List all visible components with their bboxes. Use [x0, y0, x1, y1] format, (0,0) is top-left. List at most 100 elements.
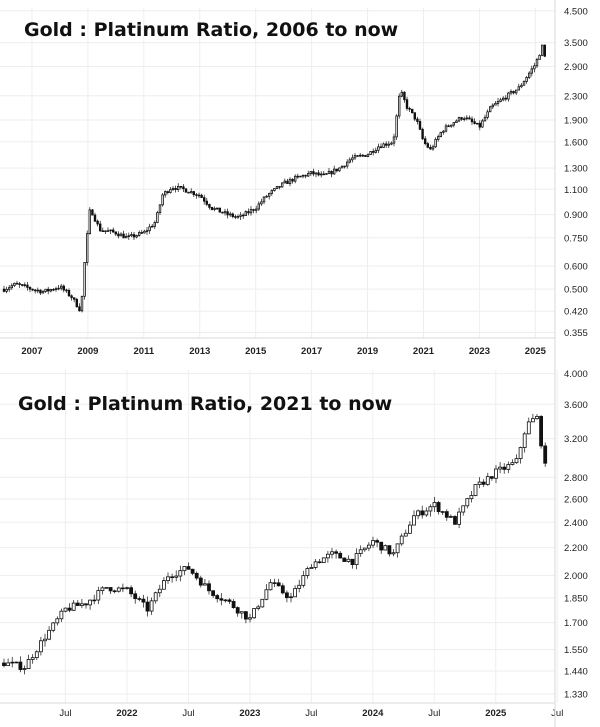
candle-body: [116, 587, 121, 592]
candle-body: [39, 640, 43, 653]
candle-body: [535, 58, 539, 67]
candle-body: [184, 188, 188, 193]
candle-body: [514, 458, 519, 464]
candle-body: [457, 117, 461, 122]
candle-body: [391, 552, 396, 555]
candle-body: [43, 638, 47, 642]
candle-body: [304, 174, 307, 177]
candle-body: [244, 211, 248, 216]
candle-body: [543, 445, 548, 464]
candle-body: [215, 207, 219, 210]
candle-body: [231, 213, 235, 217]
candle-body: [353, 155, 357, 159]
candle-body: [202, 583, 207, 586]
candle-body: [442, 130, 445, 133]
candle-body: [192, 191, 196, 196]
candle-body: [187, 191, 190, 194]
candle-body: [145, 601, 150, 612]
candle-body: [322, 173, 326, 176]
candle-body: [262, 196, 266, 203]
candle-body: [275, 186, 279, 189]
y-tick-label: 4.500: [564, 6, 588, 17]
x-tick-label: 2007: [21, 346, 42, 357]
candle-body: [150, 225, 154, 228]
candle-body: [171, 187, 175, 190]
candle-body: [2, 288, 6, 292]
candle-body: [351, 157, 354, 161]
candle-body: [93, 214, 97, 222]
candle-body: [91, 209, 94, 216]
candle-body: [483, 116, 487, 122]
y-tick-label: 2.000: [564, 571, 588, 582]
candle-body: [543, 44, 547, 57]
candle-body: [297, 584, 302, 589]
candle-body: [416, 510, 421, 517]
candle-body: [18, 283, 21, 285]
candle-body: [312, 171, 315, 175]
candle-body: [291, 178, 294, 182]
candle-body: [195, 194, 198, 196]
x-tick-label: 2011: [134, 346, 155, 357]
x-tick-label: 2024: [362, 708, 384, 719]
candle-body: [346, 558, 351, 562]
candle-body: [362, 547, 367, 551]
candle-body: [342, 557, 347, 562]
candle-body: [486, 111, 489, 118]
candle-body: [327, 170, 331, 175]
candle-body: [428, 506, 433, 512]
candle-body: [65, 289, 68, 292]
candle-body: [221, 211, 224, 214]
candle-body: [475, 122, 479, 125]
candle-body: [338, 167, 341, 172]
candle-body: [227, 599, 232, 602]
candle-body: [166, 191, 170, 193]
candle-body: [194, 572, 199, 579]
candle-body: [387, 545, 392, 555]
candle-body: [241, 214, 245, 217]
candle-body: [338, 552, 343, 559]
y-tick-label: 0.500: [564, 285, 588, 296]
candle-body: [59, 610, 64, 620]
candle-body: [252, 209, 255, 211]
candle-body: [403, 532, 408, 537]
candle-body: [170, 576, 175, 579]
candle-body: [449, 124, 453, 127]
candle-body: [108, 587, 113, 592]
candle-body: [525, 77, 528, 82]
candle-body: [418, 121, 422, 130]
candle-body: [278, 186, 281, 188]
candle-body: [317, 172, 320, 176]
candle-body: [382, 143, 385, 148]
candle-body: [533, 65, 536, 70]
candle-body: [515, 89, 518, 94]
candle-body: [26, 284, 29, 288]
candle-body: [420, 510, 425, 516]
candle-body: [436, 136, 440, 140]
candle-body: [371, 151, 375, 153]
y-tick-label: 2.300: [564, 91, 588, 102]
candle-body: [539, 416, 543, 447]
candle-body: [28, 287, 32, 290]
candle-body: [44, 288, 47, 292]
x-tick-label: 2022: [116, 708, 137, 719]
candle-body: [200, 194, 203, 199]
candle-body: [13, 282, 16, 287]
candle-body: [432, 502, 437, 508]
chart-title: Gold : Platinum Ratio, 2006 to now: [24, 19, 398, 41]
candle-body: [57, 287, 60, 290]
candle-body: [99, 223, 102, 232]
candle-body: [67, 290, 71, 297]
candle-body: [119, 233, 123, 237]
candle-body: [22, 668, 27, 670]
y-tick-label: 1.300: [564, 164, 588, 175]
candle-body: [358, 154, 362, 157]
candle-body: [112, 590, 117, 593]
candle-body: [252, 608, 257, 619]
candle-body: [41, 291, 45, 294]
candle-body: [369, 151, 372, 155]
candle-body: [264, 589, 269, 600]
candle-body: [270, 190, 274, 194]
candle-body: [460, 117, 463, 120]
candle-body: [18, 661, 23, 670]
candle-body: [78, 306, 81, 312]
